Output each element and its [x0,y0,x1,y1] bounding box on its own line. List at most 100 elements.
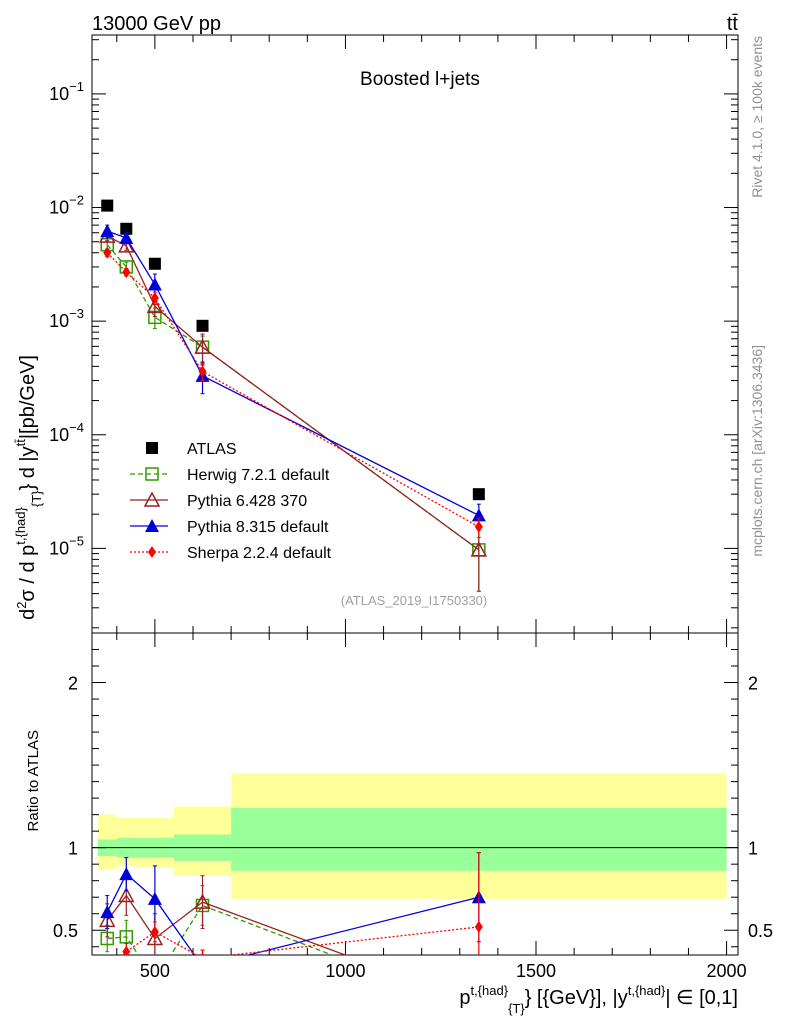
data-point [194,338,211,354]
xlabel-sub-t: {T} [508,1001,525,1016]
data-point [472,998,486,1011]
data-point [120,222,133,235]
data-point [470,541,488,557]
series-atlas [101,199,485,501]
ratio-xlabel: pt,{had}{T}} [{GeV}], |yt,{had}| ∈ [0,1] [459,983,738,1016]
data-point [471,508,486,522]
data-point [194,893,211,909]
main-series-layer [98,199,488,592]
ylabel-d: d [17,609,39,620]
main-frame-rect [91,34,739,634]
data-point [148,546,156,558]
rivet-version-label: Rivet 4.1.0, ≥ 100k events [749,36,765,198]
data-point [145,519,159,532]
process-label: tt̄ [727,13,739,35]
xlabel-gev: } [{GeV}], |y [525,987,628,1009]
ratio-ylabel: Ratio to ATLAS [25,730,42,831]
data-point [473,1005,485,1017]
legend: ATLAS Herwig 7.2.1 default Pythia 6.428 37… [130,441,332,562]
legend-item: ATLAS [146,441,237,458]
beam-label: 13000 GeV pp [92,13,221,35]
chart-title: Boosted l+jets [360,69,480,90]
series-pythia-6-428-370 [98,227,488,592]
ylabel-sup-tt: tt̄ [13,439,28,447]
y-tick-label: 10−5 [49,533,84,558]
legend-label: Herwig 7.2.1 default [187,467,330,484]
data-point [122,266,131,279]
data-point [148,257,161,270]
legend-item: Sherpa 2.2.4 default [130,545,332,562]
ylabel-dy: } d |y [17,446,39,490]
ratio-y-tick-label: 1 [68,839,78,859]
data-point [118,886,135,903]
data-point [150,925,159,938]
ylabel-sigma: σ / d p [17,545,39,602]
data-point [118,237,135,253]
series-sherpa-2-2-4-default [103,246,483,538]
data-point [122,945,131,955]
series-line [122,926,479,955]
data-point [147,277,162,291]
y-tick-label: 10−4 [49,420,84,445]
ratio-series-layer [98,852,486,1017]
y-tick-label: 10−3 [49,306,84,331]
series-line [106,894,348,955]
main-panel-frame [91,34,739,634]
data-point [150,291,159,304]
series-sherpa-2-2-4-default [122,852,483,955]
ylabel-sup-had: t,{had} [13,506,28,544]
data-point [198,365,207,378]
data-point [472,488,485,501]
data-point [143,491,161,507]
legend-item: Pythia 6.428 370 [130,491,307,510]
data-point [146,442,158,454]
xlabel-range: | ∈ [0,1] [665,987,738,1009]
ratio-y-tick-label: 0.5 [53,921,78,941]
data-point [119,867,134,881]
x-tick-label: 500 [140,961,170,981]
data-point [101,199,114,212]
data-point [100,905,115,919]
data-point [100,224,115,238]
data-point [147,891,162,905]
xlabel-p: p [459,987,470,1009]
data-point [103,246,112,259]
ylabel-units: |[pb/GeV] [17,355,39,439]
data-point [474,920,483,933]
main-axis-ticks: 10−5 10−4 10−3 10−2 10−1 [49,35,738,633]
ratio-y-tick-label-right: 0.5 [748,921,773,941]
series-line [106,252,480,528]
xlabel-sup-had2: t,{had} [628,983,666,998]
x-tick-label: 1500 [516,961,556,981]
data-point [196,960,210,973]
ratio-y-tick-label: 2 [68,674,78,694]
ratio-uncertainty-bands [92,773,738,899]
data-point [146,929,164,946]
data-point [200,952,205,955]
data-point [474,520,483,533]
ratio-panel-frame [91,632,739,956]
legend-item: Pythia 8.315 default [130,519,329,536]
legend-label: Pythia 6.428 370 [187,493,307,510]
analysis-tag: (ATLAS_2019_I1750330) [341,593,487,608]
series-line [107,904,334,955]
legend-label: Pythia 8.315 default [187,519,329,536]
ylabel-sub-t: {T} [29,490,44,507]
y-tick-label: 10−1 [49,79,84,104]
legend-label: Sherpa 2.2.4 default [187,545,332,562]
data-point [119,930,134,944]
legend-item: Herwig 7.2.1 default [130,467,330,484]
x-tick-label: 1000 [325,961,365,981]
xlabel-sup-had: t,{had} [470,983,508,998]
data-point [145,467,159,481]
y-tick-label: 10−2 [49,193,84,218]
legend-label: ATLAS [187,441,237,458]
ratio-y-tick-label-right: 1 [748,839,758,859]
main-ylabel: d2σ / d pt,{had}{T}} d |ytt̄|[pb/GeV] [13,355,44,620]
x-tick-label: 2000 [707,961,747,981]
data-point [146,297,164,314]
ratio-frame-rect [91,632,739,956]
series-pythia-8-315-default [100,224,486,531]
